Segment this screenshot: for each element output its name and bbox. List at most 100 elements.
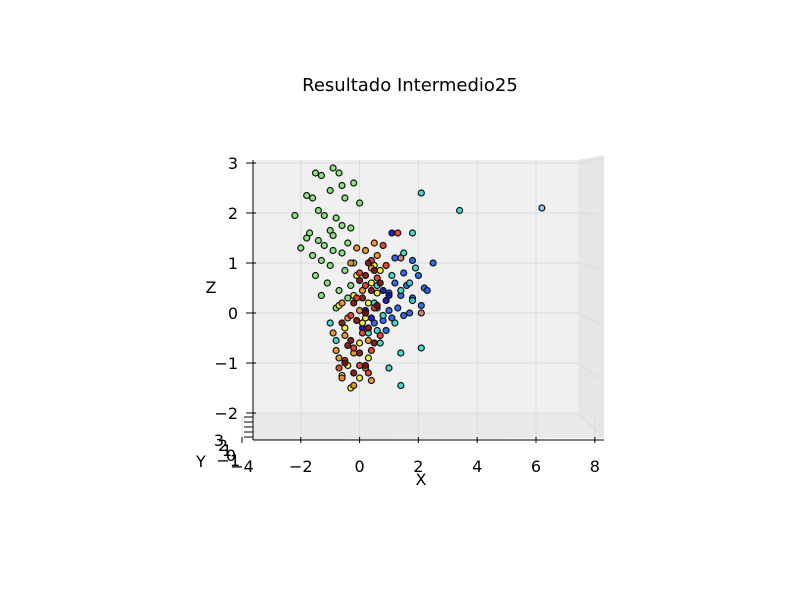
data-point [379,241,387,250]
data-point [356,269,364,277]
data-point [364,324,372,332]
data-point [397,286,405,295]
data-point [314,236,322,245]
x-axis-label: X [416,470,427,489]
data-point [317,256,325,265]
data-point [356,374,364,382]
data-point [382,326,390,335]
data-point [423,286,431,295]
data-point [329,231,337,240]
data-point [303,191,311,200]
data-point [364,336,372,345]
data-point [332,336,340,345]
data-point [388,229,396,237]
z-tick-label: 3 [228,154,238,173]
data-point [347,281,355,290]
data-point [358,294,367,302]
data-point [358,329,367,337]
data-point [306,229,314,237]
grid-lines [241,157,605,440]
data-point [309,194,317,202]
data-point [341,266,349,275]
data-point [317,291,325,300]
data-point [329,164,337,172]
data-point [364,354,372,362]
data-point [356,349,364,357]
data-point [329,329,337,337]
data-point [326,319,334,327]
data-point [356,306,364,315]
data-point [332,214,340,222]
data-point [323,279,331,287]
data-point [456,206,464,215]
data-point [338,181,346,190]
x-tick-label: 4 [472,457,482,476]
data-point [329,246,337,255]
y-tick-label: −1 [216,451,240,470]
data-point [361,281,370,290]
data-point [379,311,387,320]
data-point [367,346,375,355]
data-point [414,271,422,280]
data-point [344,294,352,302]
data-point [376,266,384,275]
data-point [350,179,358,187]
data-point [397,349,405,357]
x-tick-label: 0 [355,457,365,476]
data-point [408,256,417,265]
z-side-gridline [577,412,605,439]
data-point [347,224,355,232]
data-point [341,359,349,367]
data-point [417,301,425,310]
data-point [370,339,378,347]
data-point [373,251,381,260]
data-point [353,316,361,325]
data-point [388,271,396,280]
data-point [382,261,390,270]
data-point [361,361,370,370]
right-pane [578,155,604,438]
chart-text: Resultado Intermedio25 X Y Z [195,75,518,489]
data-point [394,229,402,237]
z-side-gridline [577,157,605,164]
data-point [350,344,358,352]
data-point [338,319,346,327]
data-point [332,346,340,355]
data-point [406,279,414,287]
data-point [356,199,364,207]
z-axis-label: Z [206,278,217,297]
x-tick-label: −4 [230,457,254,476]
data-point [356,276,364,285]
x-tick-label: −2 [289,457,313,476]
data-point [311,169,320,177]
x-tick-label: 2 [413,457,423,476]
data-point [311,271,320,280]
data-point [326,261,334,270]
data-point [400,269,408,277]
data-point [376,339,384,347]
data-point [361,309,370,317]
data-point [320,241,328,250]
data-point [417,189,425,197]
z-tick-label: 2 [228,204,238,223]
y-tick-label: 0 [226,446,236,465]
y-tick-label: 1 [222,441,232,460]
data-point [347,336,355,345]
z-tick-label: −2 [214,404,238,423]
data-point [338,374,346,382]
data-point [335,286,343,295]
data-point [341,194,349,202]
z-side-gridline [577,362,605,383]
data-point [417,344,425,352]
data-point [361,246,370,255]
data-point [309,251,317,260]
data-point [391,319,399,327]
data-point [364,299,372,307]
data-point [356,339,364,347]
data-point [367,286,375,295]
x-tick-label: 8 [590,457,600,476]
data-point [376,279,384,287]
data-point [335,364,343,372]
